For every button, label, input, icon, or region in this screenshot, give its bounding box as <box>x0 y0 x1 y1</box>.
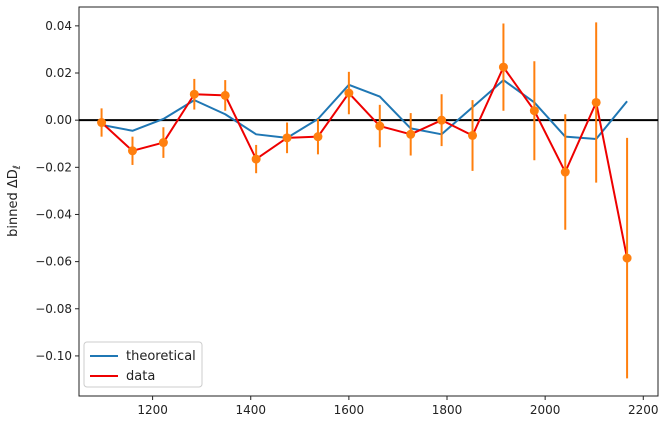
y-tick-label: −0.04 <box>35 207 72 221</box>
data-point <box>468 130 478 140</box>
data-point <box>282 133 292 143</box>
y-tick-label: −0.02 <box>35 160 72 174</box>
y-axis: 0.04 0.02 0.00 −0.02 −0.04 −0.06 −0.08 −0.10 <box>35 19 79 363</box>
y-tick-label: −0.08 <box>35 302 72 316</box>
data-point <box>158 138 168 148</box>
data-point <box>344 88 354 98</box>
y-axis-label: binned ΔDℓ <box>6 165 23 237</box>
legend: theoretical data <box>83 341 203 388</box>
y-tick-label: −0.06 <box>35 255 72 269</box>
y-tick-label: −0.10 <box>35 349 72 363</box>
x-tick-label: 2200 <box>628 403 659 417</box>
data-point <box>313 132 323 142</box>
y-axis-label-subscript: ℓ <box>12 165 23 169</box>
x-tick-label: 1200 <box>137 403 168 417</box>
data-point <box>498 62 508 72</box>
x-axis: 1200 1400 1600 1800 2000 2200 <box>137 396 659 417</box>
y-tick-label: 0.00 <box>45 113 72 127</box>
data-point <box>127 146 137 156</box>
y-tick-label: 0.04 <box>45 19 72 33</box>
data-point <box>437 115 447 125</box>
legend-label-data: data <box>126 369 155 384</box>
y-tick-label: 0.02 <box>45 66 72 80</box>
data-point <box>591 97 601 107</box>
data-point <box>529 106 539 116</box>
data-point <box>406 129 416 139</box>
plot-frame <box>78 6 659 397</box>
data-series <box>100 66 629 259</box>
data-point <box>375 121 385 131</box>
data-point <box>251 154 261 164</box>
x-tick-label: 1600 <box>334 403 365 417</box>
data-points <box>97 62 632 263</box>
data-point <box>622 253 632 263</box>
data-point <box>189 89 199 99</box>
x-tick-label: 1800 <box>432 403 463 417</box>
x-tick-label: 2000 <box>530 403 561 417</box>
data-point <box>97 118 107 128</box>
x-tick-label: 1400 <box>235 403 266 417</box>
plot-area <box>78 6 659 397</box>
legend-label-theoretical: theoretical <box>126 349 196 364</box>
data-point <box>220 90 230 100</box>
series-line-data <box>100 66 629 259</box>
data-point <box>560 167 570 177</box>
